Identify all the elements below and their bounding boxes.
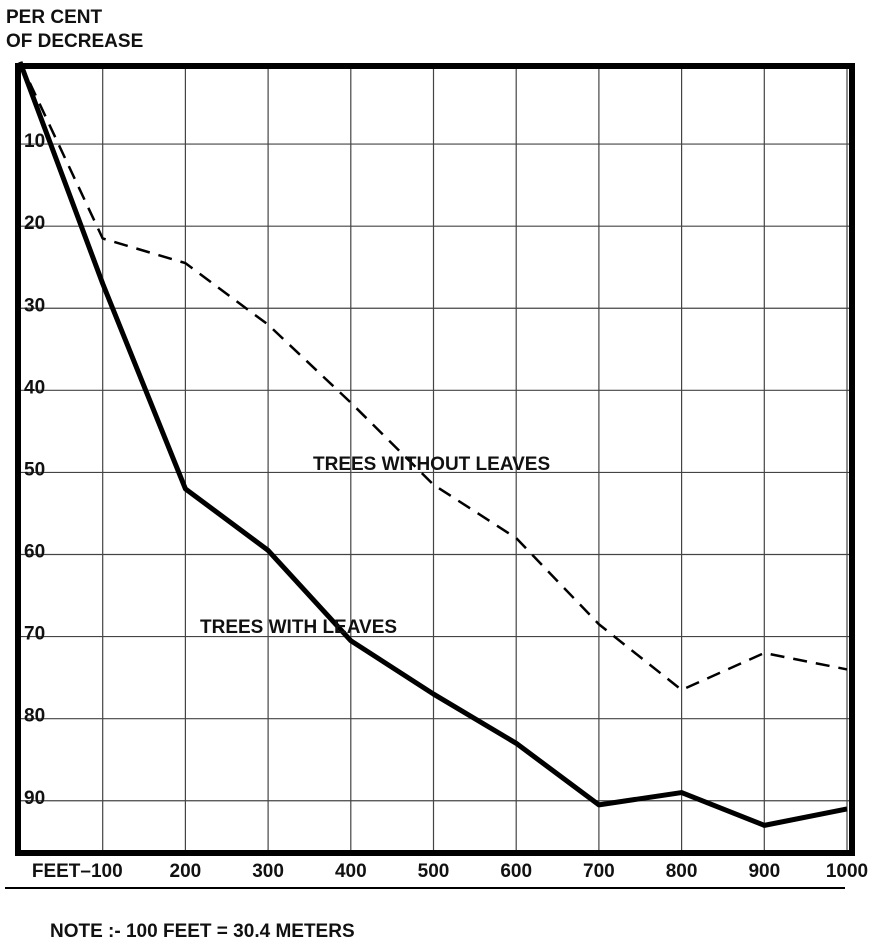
- grid: [20, 66, 852, 853]
- x-tick-label: 300: [252, 861, 284, 882]
- x-tick-label: 1000: [826, 861, 868, 882]
- y-tick-label: 60: [24, 542, 45, 563]
- x-tick-label: 900: [748, 861, 780, 882]
- annotation: TREES WITH LEAVES: [200, 617, 397, 638]
- x-tick-label: 500: [418, 861, 450, 882]
- x-tick-label: FEET–100: [32, 861, 123, 882]
- annotation: TREES WITHOUT LEAVES: [313, 454, 550, 475]
- frame: [15, 63, 855, 856]
- lines: [17, 61, 848, 828]
- y-tick-label: 10: [24, 131, 45, 152]
- series-line: [18, 61, 848, 692]
- y-axis-title: PER CENT: [6, 7, 102, 28]
- y-tick-label: 50: [24, 459, 45, 480]
- x-tick-label: 800: [666, 861, 698, 882]
- y-tick-label: 70: [24, 624, 45, 645]
- x-tick-label: 200: [170, 861, 202, 882]
- x-tick-label: 700: [583, 861, 615, 882]
- x-tick-label: 400: [335, 861, 367, 882]
- y-tick-label: 80: [24, 706, 45, 727]
- y-tick-label: 90: [24, 788, 45, 809]
- note: NOTE :- 100 FEET = 30.4 METERS: [50, 921, 355, 942]
- y-tick-label: 40: [24, 377, 45, 398]
- series-line: [17, 61, 848, 828]
- y-axis-title: OF DECREASE: [6, 31, 143, 52]
- x-tick-label: 600: [500, 861, 532, 882]
- y-tick-label: 20: [24, 213, 45, 234]
- y-tick-label: 30: [24, 295, 45, 316]
